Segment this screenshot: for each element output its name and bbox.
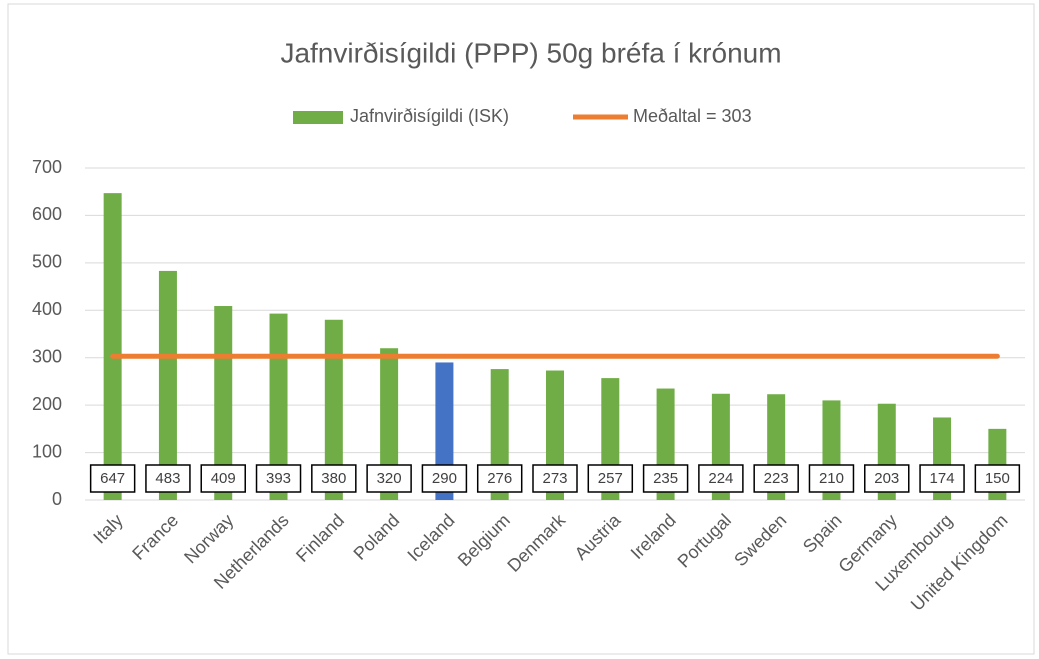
data-label: 380 [321, 470, 346, 487]
data-label-box [255, 464, 302, 493]
y-tick-label: 600 [32, 204, 62, 224]
data-label-box [366, 464, 412, 493]
data-label-box [532, 464, 578, 493]
data-label: 409 [211, 470, 236, 487]
data-label: 273 [542, 470, 567, 487]
data-label-box [200, 464, 246, 493]
data-label: 290 [432, 470, 457, 487]
chart-title: Jafnvirðisígildi (PPP) 50g bréfa í krónu… [280, 37, 781, 68]
y-tick-label: 300 [32, 346, 62, 366]
data-label-box [919, 464, 965, 493]
data-label: 276 [487, 470, 512, 487]
data-label: 174 [930, 470, 955, 487]
bar [380, 348, 399, 500]
data-label-box [476, 464, 523, 493]
data-label: 483 [155, 470, 180, 487]
y-tick-label: 500 [32, 252, 62, 272]
data-label-box [311, 464, 357, 493]
data-label: 203 [874, 470, 899, 487]
data-label-box [89, 464, 136, 493]
data-label: 647 [100, 470, 125, 487]
chart-frame [7, 3, 1035, 655]
data-label-box [145, 464, 191, 493]
data-label: 257 [598, 470, 623, 487]
bar [158, 270, 177, 500]
data-label: 223 [764, 470, 789, 487]
y-tick-label: 100 [32, 441, 62, 461]
data-label-box [587, 464, 634, 493]
data-label: 235 [653, 470, 678, 487]
data-label-box [753, 464, 799, 493]
data-label-box [698, 464, 744, 493]
bar [324, 319, 343, 500]
data-label: 210 [819, 470, 844, 487]
data-label: 320 [377, 470, 402, 487]
data-label-box [808, 464, 855, 493]
legend-label: Meðaltal = 303 [633, 106, 752, 126]
bar [269, 313, 288, 500]
data-label-box [642, 464, 689, 493]
y-tick-label: 200 [32, 394, 62, 414]
y-tick-label: 400 [32, 299, 62, 319]
y-tick-label: 700 [32, 157, 62, 177]
bar [103, 193, 122, 500]
legend-swatch [293, 111, 343, 124]
y-tick-label: 0 [52, 489, 62, 509]
data-label: 393 [266, 470, 291, 487]
data-label: 224 [708, 470, 733, 487]
data-label: 150 [985, 470, 1010, 487]
data-label-box [974, 464, 1021, 493]
data-label-box [864, 464, 910, 493]
data-label-box [421, 464, 468, 493]
legend-label: Jafnvirðisígildi (ISK) [350, 106, 509, 126]
